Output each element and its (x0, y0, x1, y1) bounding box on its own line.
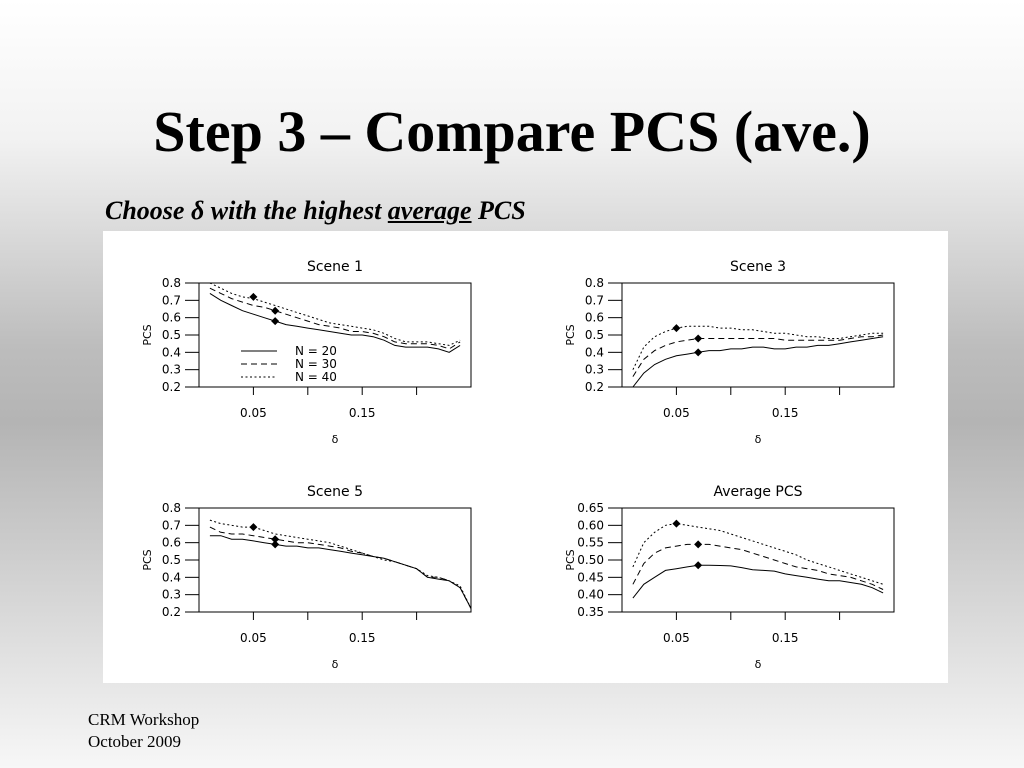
charts-svg: Scene 1 0.2 0.3 0.4 0.5 0.6 0.7 0.8 0.05 0.15 δ PCS… (141, 259, 895, 671)
subtitle-underlined-word: average (387, 196, 472, 225)
optimal-point-marker (249, 292, 258, 301)
plot-frame (621, 507, 895, 613)
series-line-n40 (632, 523, 884, 585)
y-tick-label: 0.8 (162, 276, 181, 290)
y-tick-label: 0.7 (162, 293, 181, 307)
y-tick-label: 0.3 (162, 588, 181, 602)
y-tick-label: 0.45 (577, 570, 604, 584)
y-tick-label: 0.2 (162, 605, 181, 619)
series-line-n20 (209, 535, 472, 609)
y-tick-label: 0.60 (577, 518, 604, 532)
series-line-n30 (632, 334, 884, 377)
y-axis-label: PCS (141, 549, 154, 570)
slide-title: Step 3 – Compare PCS (ave.) (153, 99, 871, 164)
series-line-n20 (632, 564, 884, 599)
y-tick-label: 0.5 (162, 328, 181, 342)
y-tick-label: 0.50 (577, 553, 604, 567)
x-axis-label: δ (332, 658, 339, 671)
series-line-n40 (209, 519, 472, 609)
optimal-point-marker (271, 540, 280, 549)
plot-frame (198, 507, 472, 613)
subtitle-middle: with the highest (204, 196, 388, 225)
x-tick-label: 0.15 (349, 406, 376, 420)
subtitle-delta-symbol: δ (190, 196, 205, 225)
chart-3: Scene 5 0.2 0.3 0.4 0.5 0.6 0.7 0.8 0.05 0.15 δ PCS (141, 484, 472, 671)
x-axis-label: δ (755, 658, 762, 671)
optimal-point-marker (694, 334, 703, 343)
x-axis-label: δ (755, 433, 762, 446)
series-line-n40 (209, 282, 461, 346)
y-tick-label: 0.8 (162, 501, 181, 515)
series-line-n40 (632, 325, 884, 370)
optimal-point-marker (694, 348, 703, 357)
chart-title: Scene 1 (307, 259, 363, 275)
slide-subtitle: Choose δ with the highest average PCS (105, 196, 526, 226)
y-tick-label: 0.40 (577, 588, 604, 602)
y-tick-label: 0.4 (162, 570, 181, 584)
optimal-point-marker (672, 519, 681, 528)
y-tick-label: 0.6 (162, 311, 181, 325)
optimal-point-marker (249, 523, 258, 532)
x-tick-label: 0.15 (349, 631, 376, 645)
footer: CRM Workshop October 2009 (88, 709, 199, 753)
chart-title: Scene 5 (307, 484, 363, 500)
y-axis-label: PCS (564, 324, 577, 345)
y-tick-label: 0.3 (162, 363, 181, 377)
series-line-n30 (209, 287, 461, 350)
y-axis-label: PCS (141, 324, 154, 345)
y-tick-label: 0.7 (585, 293, 604, 307)
series-line-n30 (209, 526, 472, 609)
legend: N = 20N = 30N = 40 (241, 344, 337, 384)
y-axis-label: PCS (564, 549, 577, 570)
x-tick-label: 0.05 (663, 631, 690, 645)
series-line-n20 (632, 336, 884, 388)
x-tick-label: 0.15 (772, 406, 799, 420)
y-tick-label: 0.5 (162, 553, 181, 567)
optimal-point-marker (694, 540, 703, 549)
optimal-point-marker (694, 561, 703, 570)
y-tick-label: 0.4 (162, 345, 181, 359)
chart-1: Scene 1 0.2 0.3 0.4 0.5 0.6 0.7 0.8 0.05 0.15 δ PCS… (141, 259, 472, 446)
optimal-point-marker (271, 306, 280, 315)
x-tick-label: 0.05 (240, 631, 267, 645)
optimal-point-marker (271, 317, 280, 326)
legend-label: N = 20 (295, 344, 337, 358)
x-axis-label: δ (332, 433, 339, 446)
x-tick-label: 0.15 (772, 631, 799, 645)
footer-date: October 2009 (88, 732, 182, 751)
chart-4: Average PCS 0.35 0.40 0.45 0.50 0.55 0.60 0.65 0… (564, 484, 895, 671)
optimal-point-marker (271, 535, 280, 544)
y-tick-label: 0.8 (585, 276, 604, 290)
y-tick-label: 0.35 (577, 605, 604, 619)
optimal-point-marker (672, 324, 681, 333)
legend-label: N = 40 (295, 370, 337, 384)
y-tick-label: 0.65 (577, 501, 604, 515)
y-tick-label: 0.55 (577, 536, 604, 550)
legend-label: N = 30 (295, 357, 337, 371)
subtitle-prefix: Choose (105, 196, 191, 225)
plot-frame (621, 282, 895, 388)
series-line-n20 (209, 292, 461, 353)
x-tick-label: 0.05 (663, 406, 690, 420)
series-line-n30 (632, 543, 884, 590)
footer-workshop: CRM Workshop (88, 710, 200, 729)
y-tick-label: 0.5 (585, 328, 604, 342)
chart-panel: Scene 1 0.2 0.3 0.4 0.5 0.6 0.7 0.8 0.05 0.15 δ PCS… (103, 231, 948, 683)
y-tick-label: 0.7 (162, 518, 181, 532)
chart-2: Scene 3 0.2 0.3 0.4 0.5 0.6 0.7 0.8 0.05 0.15 δ PCS (564, 259, 895, 446)
chart-title: Scene 3 (730, 259, 786, 275)
x-tick-label: 0.05 (240, 406, 267, 420)
y-tick-label: 0.3 (585, 363, 604, 377)
y-tick-label: 0.6 (162, 536, 181, 550)
y-tick-label: 0.4 (585, 345, 604, 359)
chart-title: Average PCS (713, 484, 802, 500)
y-tick-label: 0.2 (585, 380, 604, 394)
subtitle-suffix: PCS (471, 196, 526, 225)
y-tick-label: 0.6 (585, 311, 604, 325)
y-tick-label: 0.2 (162, 380, 181, 394)
